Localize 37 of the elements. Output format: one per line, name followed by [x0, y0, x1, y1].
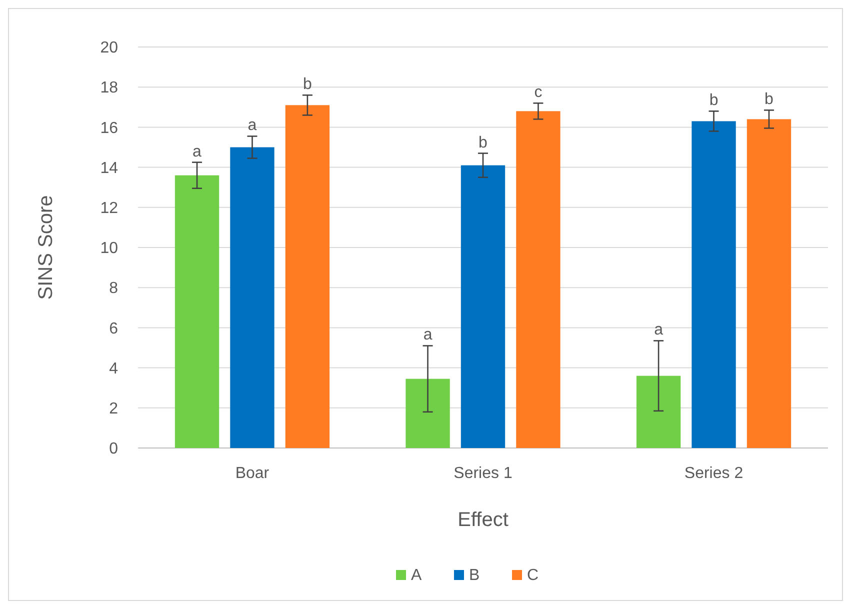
data-label: b — [764, 91, 774, 108]
y-tick-label: 14 — [100, 160, 118, 177]
bar — [746, 119, 792, 448]
data-label: b — [478, 134, 488, 152]
y-tick-label: 0 — [109, 440, 118, 458]
y-tick-label: 16 — [100, 120, 118, 137]
legend-label: B — [469, 567, 480, 584]
bar — [692, 121, 736, 448]
bar — [285, 105, 330, 448]
bar — [516, 111, 560, 448]
y-tick-label: 8 — [109, 280, 118, 298]
bar — [636, 376, 681, 448]
y-tick-label: 2 — [109, 400, 118, 418]
y-axis-title: SINS Score — [35, 195, 57, 300]
x-tick-label: Boar — [235, 465, 270, 482]
y-tick-label: 18 — [100, 80, 118, 97]
bar — [460, 165, 506, 448]
bar — [174, 175, 220, 448]
bar — [230, 147, 274, 448]
data-label: a — [248, 117, 257, 134]
y-tick-label: 12 — [100, 200, 118, 217]
x-axis-title: Effect — [458, 509, 509, 531]
x-tick-label: Series 2 — [684, 465, 744, 482]
legend-label: A — [411, 567, 422, 584]
x-tick-label: Series 1 — [454, 465, 512, 482]
y-tick-label: 20 — [100, 40, 118, 57]
legend-label: C — [527, 567, 539, 584]
data-label: c — [534, 84, 542, 102]
data-label: b — [302, 76, 312, 94]
y-tick-label: 10 — [100, 240, 118, 258]
data-label: b — [709, 92, 718, 110]
y-tick-label: 6 — [109, 320, 118, 338]
bar — [406, 378, 450, 448]
y-tick-label: 4 — [109, 360, 118, 378]
data-label: a — [423, 326, 432, 344]
data-label: a — [192, 143, 202, 160]
data-label: a — [654, 322, 664, 339]
